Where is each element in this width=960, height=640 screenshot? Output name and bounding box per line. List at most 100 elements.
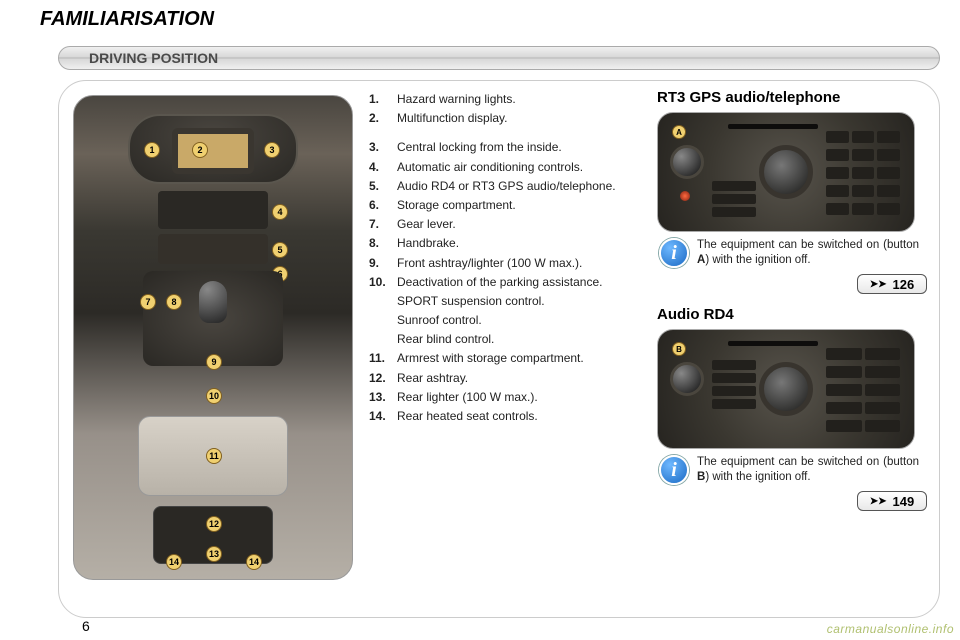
rd4-cd-slot — [728, 341, 818, 346]
list-item-text: Deactivation of the parking assistance. — [397, 274, 616, 293]
callout-2: 2 — [192, 142, 208, 158]
rd4-info-pre: The equipment can be switched on (button — [697, 456, 919, 468]
list-item: 1.Hazard warning lights. — [369, 91, 616, 110]
list-item: 12.Rear ashtray. — [369, 370, 616, 389]
list-item-number: 1. — [369, 91, 397, 110]
page-title: FAMILIARISATION — [40, 8, 214, 31]
page-number: 6 — [82, 618, 90, 634]
content-frame: 1 2 3 4 5 6 7 8 9 10 11 12 13 14 14 1.Ha… — [58, 80, 940, 618]
rt3-info-row: i The equipment can be switched on (butt… — [659, 238, 927, 268]
list-item: SPORT suspension control. — [369, 293, 616, 312]
list-item-text: Handbrake. — [397, 235, 616, 254]
list-item-text: Front ashtray/lighter (100 W max.). — [397, 255, 616, 274]
list-item-number: 14. — [369, 408, 397, 427]
list-item-number: 10. — [369, 274, 397, 293]
list-item-text: Rear blind control. — [397, 331, 616, 350]
rd4-page-ref: ➤➤ 149 — [857, 491, 927, 511]
rd4-device-photo: B — [657, 329, 915, 449]
callout-13: 13 — [206, 546, 222, 562]
list-item-number: 6. — [369, 197, 397, 216]
list-item: 5.Audio RD4 or RT3 GPS audio/telephone. — [369, 178, 616, 197]
rt3-power-knob — [670, 145, 704, 179]
callout-10: 10 — [206, 388, 222, 404]
watermark: carmanualsonline.info — [827, 622, 954, 636]
list-item-text: Armrest with storage compartment. — [397, 350, 616, 369]
callout-11: 11 — [206, 448, 222, 464]
callout-9: 9 — [206, 354, 222, 370]
rd4-info-text: The equipment can be switched on (button… — [697, 455, 919, 485]
pageref-arrow-icon: ➤➤ — [870, 279, 887, 290]
console-gear-area — [143, 271, 283, 366]
rt3-indicator-led — [680, 191, 690, 201]
rt3-ref-number: 126 — [893, 277, 915, 292]
rt3-page-ref: ➤➤ 126 — [857, 274, 927, 294]
list-item-text: Storage compartment. — [397, 197, 616, 216]
console-screen — [172, 128, 254, 174]
callout-5: 5 — [272, 242, 288, 258]
list-item-number — [369, 293, 397, 312]
info-icon: i — [659, 455, 689, 485]
list-item: 13.Rear lighter (100 W max.). — [369, 389, 616, 408]
list-item-text: Multifunction display. — [397, 110, 616, 129]
list-item: 4.Automatic air conditioning controls. — [369, 159, 616, 178]
list-item: 2.Multifunction display. — [369, 110, 616, 129]
pageref-arrow-icon: ➤➤ — [870, 496, 887, 507]
list-item-number: 13. — [369, 389, 397, 408]
list-item-text: Rear lighter (100 W max.). — [397, 389, 616, 408]
rt3-cd-slot — [728, 124, 818, 129]
list-item-number — [369, 312, 397, 331]
list-item: 14.Rear heated seat controls. — [369, 408, 616, 427]
rt3-device-photo: A — [657, 112, 915, 232]
callout-1: 1 — [144, 142, 160, 158]
list-item-text: Rear ashtray. — [397, 370, 616, 389]
list-item-text: Hazard warning lights. — [397, 91, 616, 110]
list-item-text: Automatic air conditioning controls. — [397, 159, 616, 178]
list-item-text: Rear heated seat controls. — [397, 408, 616, 427]
list-item: Sunroof control. — [369, 312, 616, 331]
rt3-info-text: The equipment can be switched on (button… — [697, 238, 919, 268]
list-item-number: 8. — [369, 235, 397, 254]
rt3-center-dial — [759, 145, 813, 199]
rd4-power-knob — [670, 362, 704, 396]
callout-12: 12 — [206, 516, 222, 532]
section-header-bar: DRIVING POSITION — [58, 46, 940, 70]
callout-14a: 14 — [166, 554, 182, 570]
list-item-number: 9. — [369, 255, 397, 274]
list-item: 3.Central locking from the inside. — [369, 139, 616, 158]
rd4-ref-number: 149 — [893, 494, 915, 509]
rd4-center-dial — [759, 362, 813, 416]
rd4-heading: Audio RD4 — [657, 306, 927, 323]
console-audio-panel — [158, 234, 268, 264]
callout-7: 7 — [140, 294, 156, 310]
list-item: 6.Storage compartment. — [369, 197, 616, 216]
list-item-number: 4. — [369, 159, 397, 178]
list-item-number: 2. — [369, 110, 397, 129]
list-item-number: 5. — [369, 178, 397, 197]
list-item-text: Sunroof control. — [397, 312, 616, 331]
console-ac-panel — [158, 191, 268, 229]
list-item-number: 7. — [369, 216, 397, 235]
list-item-text: Central locking from the inside. — [397, 139, 616, 158]
list-item-text: Gear lever. — [397, 216, 616, 235]
callout-4: 4 — [272, 204, 288, 220]
list-item: 9.Front ashtray/lighter (100 W max.). — [369, 255, 616, 274]
rd4-info-row: i The equipment can be switched on (butt… — [659, 455, 927, 485]
callout-8: 8 — [166, 294, 182, 310]
info-icon: i — [659, 238, 689, 268]
right-column: RT3 GPS audio/telephone A i The equipmen… — [657, 89, 927, 511]
list-item: 10.Deactivation of the parking assistanc… — [369, 274, 616, 293]
section-header-label: DRIVING POSITION — [89, 50, 218, 66]
list-item-number: 12. — [369, 370, 397, 389]
console-photo: 1 2 3 4 5 6 7 8 9 10 11 12 13 14 14 — [73, 95, 353, 580]
list-item-text: Audio RD4 or RT3 GPS audio/telephone. — [397, 178, 616, 197]
rd4-badge: B — [672, 342, 686, 356]
list-item: 11.Armrest with storage compartment. — [369, 350, 616, 369]
list-item: Rear blind control. — [369, 331, 616, 350]
gear-knob — [199, 281, 227, 323]
rt3-heading: RT3 GPS audio/telephone — [657, 89, 927, 106]
rt3-info-pre: The equipment can be switched on (button — [697, 239, 919, 251]
feature-list: 1.Hazard warning lights.2.Multifunction … — [369, 91, 644, 427]
callout-3: 3 — [264, 142, 280, 158]
list-item-number: 11. — [369, 350, 397, 369]
rt3-info-post: ) with the ignition off. — [705, 254, 810, 266]
